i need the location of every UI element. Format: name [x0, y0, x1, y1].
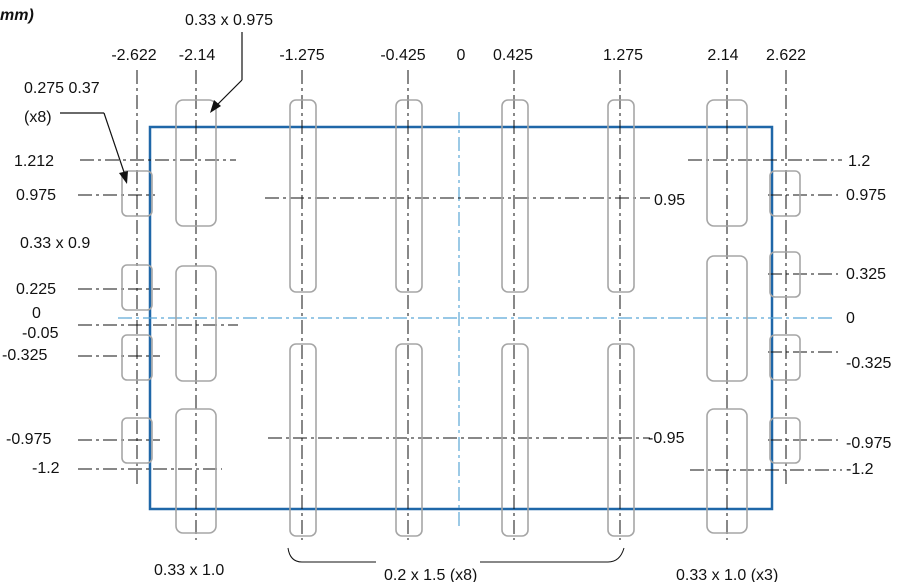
- bottom-label-left: 0.33 x 1.0: [154, 562, 224, 579]
- pad-left-small-1: [121, 170, 153, 217]
- top-axis-label: 0: [457, 47, 466, 64]
- pad-top-1: [289, 99, 317, 293]
- top-axis-label: -2.622: [111, 47, 156, 64]
- right-axis-label: -0.975: [846, 435, 891, 452]
- right-axis-label: -1.2: [846, 461, 874, 478]
- left-axis-label: -1.2: [32, 460, 60, 477]
- top-axis-label: 2.14: [707, 47, 738, 64]
- pad-bottom-1: [289, 343, 317, 537]
- bottom-label-middle: 0.2 x 1.5 (x8): [384, 567, 477, 582]
- right-axis-label: 0.975: [846, 187, 886, 204]
- left-axis-label: 1.212: [14, 153, 54, 170]
- left-axis-label: 0.975: [16, 187, 56, 204]
- right-axis-label: -0.325: [846, 355, 891, 372]
- bottom-brace: [287, 547, 625, 563]
- unit-note: mm): [0, 7, 34, 24]
- pad-right-large-3: [706, 408, 748, 534]
- top-axis-label: -0.425: [380, 47, 425, 64]
- pad-left-large-3: [175, 408, 217, 534]
- right-axis-label: 0.325: [846, 266, 886, 283]
- top-axis-label: -1.275: [279, 47, 324, 64]
- arrowhead-small: [119, 171, 128, 184]
- callout-small-pad-count: (x8): [24, 109, 52, 126]
- pad-top-2: [395, 99, 423, 293]
- bottom-label-right: 0.33 x 1.0 (x3): [676, 567, 778, 582]
- pad-bottom-4: [607, 343, 635, 537]
- pad-left-small-4: [121, 417, 153, 464]
- pad-right-small-3: [769, 334, 801, 381]
- pad-left-small-2: [121, 264, 153, 311]
- pad-left-large-1: [175, 99, 217, 227]
- pad-bottom-3: [501, 343, 529, 537]
- pad-bottom-2: [395, 343, 423, 537]
- callout-left-pad: 0.33 x 0.9: [20, 235, 90, 252]
- pad-top-3: [501, 99, 529, 293]
- callout-small-pad-size: 0.275 0.37: [24, 80, 100, 97]
- left-axis-label: -0.05: [22, 325, 59, 342]
- right-axis-label: 0: [846, 310, 855, 327]
- top-axis-label: -2.14: [179, 47, 216, 64]
- left-axis-label: -0.325: [2, 347, 47, 364]
- pad-left-small-3: [121, 334, 153, 381]
- right-axis-label: 1.2: [848, 153, 870, 170]
- arrowhead-top: [210, 100, 221, 113]
- inner-label-upper: 0.95: [654, 192, 685, 209]
- top-axis-label: 0.425: [493, 47, 533, 64]
- pad-right-small-2: [769, 251, 801, 298]
- top-axis-label: 1.275: [603, 47, 643, 64]
- pad-top-4: [607, 99, 635, 293]
- leader-small-diagonal: [103, 112, 127, 179]
- pad-left-large-2: [175, 265, 217, 382]
- inner-label-lower: -0.95: [648, 430, 685, 447]
- pad-right-large-1: [706, 99, 748, 227]
- left-axis-label: 0: [32, 305, 41, 322]
- pad-right-small-1: [769, 170, 801, 217]
- callout-top-pad: 0.33 x 0.975: [185, 12, 273, 29]
- left-axis-label: -0.975: [6, 431, 51, 448]
- leader-top-diagonal: [213, 79, 243, 109]
- pad-right-large-2: [706, 255, 748, 382]
- pad-right-small-4: [769, 417, 801, 464]
- top-axis-label: 2.622: [766, 47, 806, 64]
- left-axis-label: 0.225: [16, 281, 56, 298]
